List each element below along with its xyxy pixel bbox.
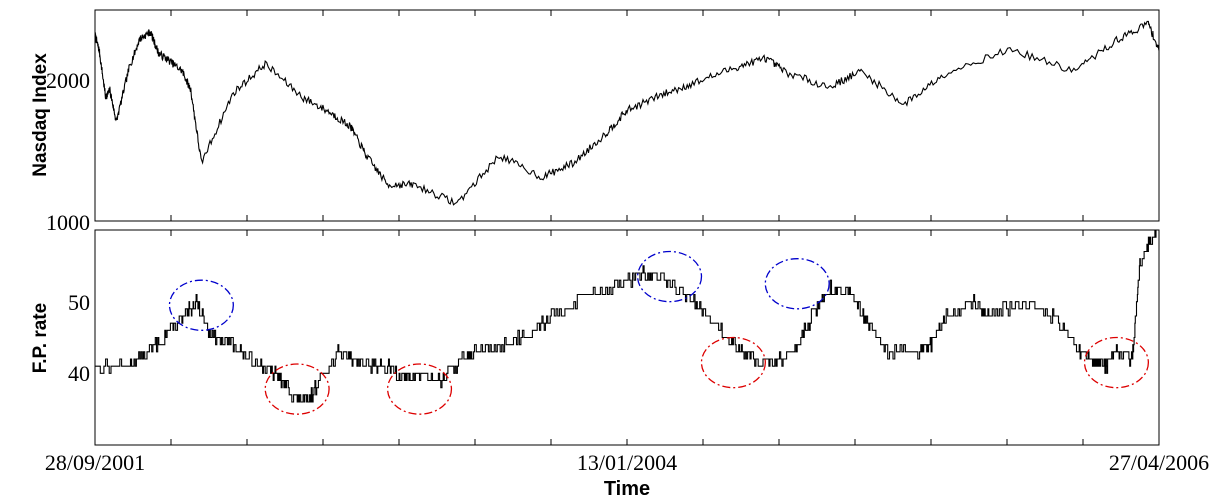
- nasdaq-series-line: [94, 20, 1160, 206]
- nasdaq-y-tick-1000: 1000: [46, 210, 90, 235]
- annotation-ellipse-1: [264, 363, 330, 415]
- nasdaq-ticks: [170, 10, 1084, 221]
- fp-rate-y-label: F.P. rate: [30, 303, 51, 373]
- fp-rate-y-tick-40: 40: [68, 361, 90, 386]
- annotation-ellipse-5: [764, 258, 830, 310]
- nasdaq-plot-frame: [94, 9, 1160, 222]
- x-axis-label: Time: [604, 478, 650, 499]
- nasdaq-panel: Nasdaq Index 2000 1000: [30, 9, 1160, 235]
- fp-rate-ticks: [170, 230, 1084, 445]
- annotation-ellipse-0: [168, 279, 234, 331]
- annotation-ellipse-3: [636, 250, 703, 303]
- x-tick-label-start: 28/09/2001: [45, 450, 145, 475]
- fp-rate-plot-frame: [94, 229, 1160, 446]
- annotation-ellipse-6: [1083, 336, 1150, 389]
- annotation-ellipse-2: [386, 363, 453, 415]
- fp-rate-panel: F.P. rate 50 40 28/09/2001 13/01/2004 27…: [30, 229, 1209, 499]
- nasdaq-y-tick-2000: 2000: [46, 68, 90, 93]
- fp-rate-series-line: [95, 229, 1159, 403]
- x-tick-label-end: 27/04/2006: [1109, 450, 1209, 475]
- annotation-ellipse-4: [700, 336, 766, 389]
- fp-rate-y-tick-50: 50: [68, 290, 90, 315]
- fp-rate-annotations: [168, 250, 1150, 415]
- nasdaq-y-label: Nasdaq Index: [30, 53, 51, 177]
- x-tick-label-mid: 13/01/2004: [577, 450, 677, 475]
